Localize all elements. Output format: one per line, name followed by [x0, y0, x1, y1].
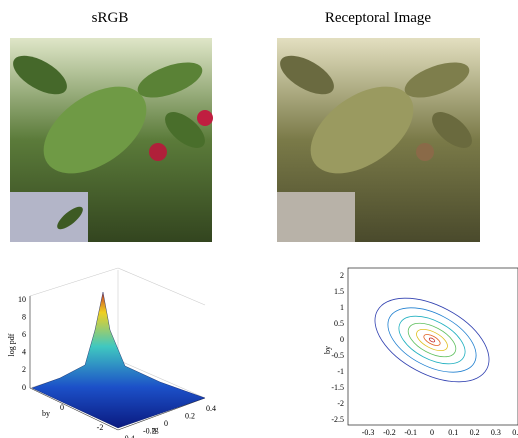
tick-label: 0.1	[448, 428, 458, 437]
tick-label: -0.5	[331, 351, 344, 360]
tick-label: 0	[164, 419, 168, 428]
tick-label: 0.2	[470, 428, 480, 437]
tick-label: -0.4	[122, 434, 135, 438]
tick-label: -1	[337, 367, 344, 376]
tick-label: 0.4	[206, 404, 216, 413]
tick-label: 2	[340, 271, 344, 280]
tick-label: 0	[60, 403, 64, 412]
figure: sRGB Receptoral Image log pdf by rg	[0, 0, 518, 438]
tick-label: -2	[337, 399, 344, 408]
tick-label: 6	[22, 330, 26, 339]
axis-label: by	[42, 409, 50, 418]
tick-label: -1.5	[331, 383, 344, 392]
tick-label: 0.2	[185, 411, 195, 420]
tick-label: 0.4	[512, 428, 518, 437]
panel-title: sRGB	[92, 10, 129, 26]
panel-title: Receptoral Image	[325, 10, 432, 26]
tick-label: 0.3	[491, 428, 501, 437]
tick-label: -0.1	[404, 428, 417, 437]
tick-label: 0	[340, 335, 344, 344]
contour-plot	[348, 268, 518, 425]
photo-receptoral	[274, 38, 480, 242]
axis-label: log pdf	[7, 333, 16, 356]
tick-label: -0.2	[143, 426, 156, 435]
tick-label: 4	[22, 348, 26, 357]
tick-label: 1	[340, 303, 344, 312]
tick-label: 1.5	[334, 287, 344, 296]
tick-label: 2	[22, 365, 26, 374]
tick-label: 10	[18, 295, 26, 304]
tick-label: -2.5	[331, 415, 344, 424]
photo-srgb	[7, 38, 213, 242]
tick-label: -0.2	[383, 428, 396, 437]
tick-label: 8	[22, 312, 26, 321]
surface-plot	[30, 268, 205, 430]
tick-label: -0.3	[362, 428, 375, 437]
tick-label: 0	[22, 383, 26, 392]
tick-label: -2	[97, 423, 104, 432]
tick-label: 0	[430, 428, 434, 437]
tick-label: 0.5	[334, 319, 344, 328]
